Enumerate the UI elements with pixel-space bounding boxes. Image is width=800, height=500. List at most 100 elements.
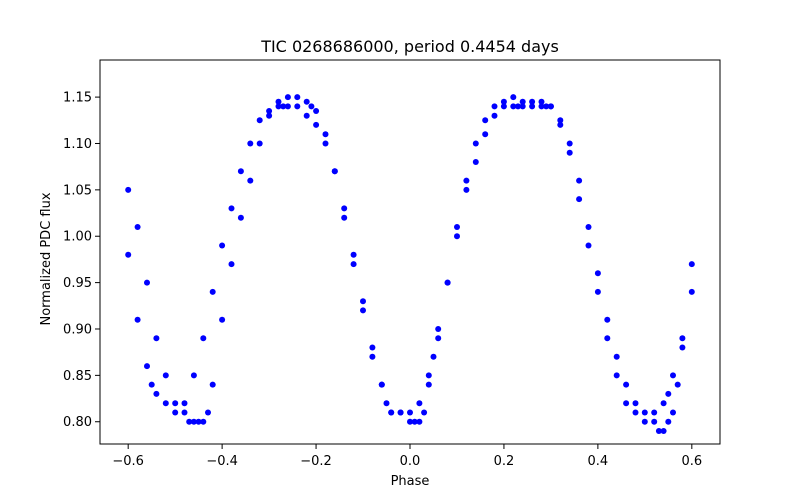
data-point	[162, 400, 169, 407]
data-point	[435, 335, 442, 342]
y-tick-label: 0.95	[63, 276, 92, 291]
data-point	[660, 400, 667, 407]
data-point	[543, 103, 550, 110]
data-point	[148, 381, 155, 388]
data-point	[491, 103, 498, 110]
data-point	[219, 316, 226, 323]
data-point	[266, 108, 273, 114]
data-point	[237, 214, 244, 221]
data-point	[472, 159, 479, 165]
data-point	[266, 112, 273, 119]
data-point	[360, 307, 366, 314]
y-tick-label: 0.85	[63, 369, 92, 384]
data-point	[660, 428, 667, 434]
y-tick-label: 1.05	[63, 183, 92, 198]
data-point	[585, 242, 592, 249]
data-point	[454, 224, 460, 230]
data-point	[566, 140, 573, 147]
data-point	[444, 279, 451, 286]
data-point	[181, 409, 188, 416]
data-point	[425, 372, 432, 379]
data-point	[388, 409, 395, 416]
data-point	[153, 335, 160, 342]
data-point	[594, 288, 601, 295]
data-point	[547, 103, 554, 110]
data-point	[538, 98, 545, 105]
data-point	[350, 261, 357, 268]
data-point	[416, 418, 423, 425]
data-point	[125, 186, 132, 193]
data-point	[294, 94, 301, 101]
x-tick-label: 0.0	[400, 454, 421, 469]
x-tick-label: 0.6	[681, 454, 702, 469]
data-point	[190, 418, 197, 425]
data-point	[125, 251, 132, 258]
data-point	[397, 409, 404, 416]
x-tick-label: −0.6	[112, 454, 144, 469]
data-point	[341, 205, 348, 212]
data-point	[205, 409, 211, 416]
y-tick-label: 1.10	[63, 137, 92, 152]
data-point	[651, 409, 658, 416]
data-point	[284, 94, 291, 101]
data-point	[172, 400, 179, 407]
data-point	[529, 98, 536, 105]
data-point	[219, 242, 226, 249]
data-point	[209, 381, 216, 388]
data-point	[294, 103, 301, 110]
data-point	[341, 214, 348, 221]
x-tick-label: −0.2	[300, 454, 332, 469]
data-point	[237, 168, 244, 175]
data-point	[688, 261, 695, 268]
data-point	[322, 131, 329, 138]
data-point	[416, 400, 423, 407]
data-point	[613, 353, 620, 360]
data-point	[162, 372, 169, 379]
data-point	[256, 140, 263, 147]
data-point	[463, 186, 470, 193]
data-point	[482, 131, 489, 138]
data-point	[134, 224, 141, 230]
data-point	[655, 428, 662, 434]
data-point	[519, 103, 526, 110]
data-point	[313, 121, 320, 128]
data-point	[308, 103, 315, 110]
data-point	[641, 409, 648, 416]
y-tick-label: 0.80	[63, 415, 92, 430]
data-point	[613, 372, 620, 379]
data-point	[665, 418, 672, 425]
data-point	[594, 270, 601, 277]
data-point	[190, 372, 197, 379]
data-point	[435, 326, 442, 332]
data-point	[275, 98, 282, 105]
data-point	[454, 233, 460, 240]
data-point	[604, 335, 611, 342]
data-point	[576, 177, 583, 184]
data-point	[500, 98, 507, 105]
data-point	[425, 381, 432, 388]
data-point	[134, 316, 141, 323]
data-point	[632, 409, 639, 416]
data-point	[407, 409, 413, 416]
data-point	[430, 353, 437, 360]
data-point	[228, 205, 235, 212]
data-point	[350, 251, 357, 258]
data-point	[641, 418, 648, 425]
data-point	[529, 103, 536, 110]
data-point	[623, 400, 630, 407]
data-point	[383, 400, 390, 407]
data-point	[313, 108, 320, 114]
data-point	[407, 418, 413, 425]
data-point	[679, 344, 686, 351]
data-point	[280, 103, 287, 110]
data-point	[256, 117, 263, 124]
data-point	[510, 94, 517, 101]
data-point	[421, 409, 428, 416]
data-point	[360, 298, 366, 305]
x-axis-label: Phase	[391, 474, 430, 489]
data-point	[303, 112, 310, 119]
data-point	[670, 409, 676, 416]
data-point	[369, 353, 376, 360]
data-point	[688, 288, 695, 295]
